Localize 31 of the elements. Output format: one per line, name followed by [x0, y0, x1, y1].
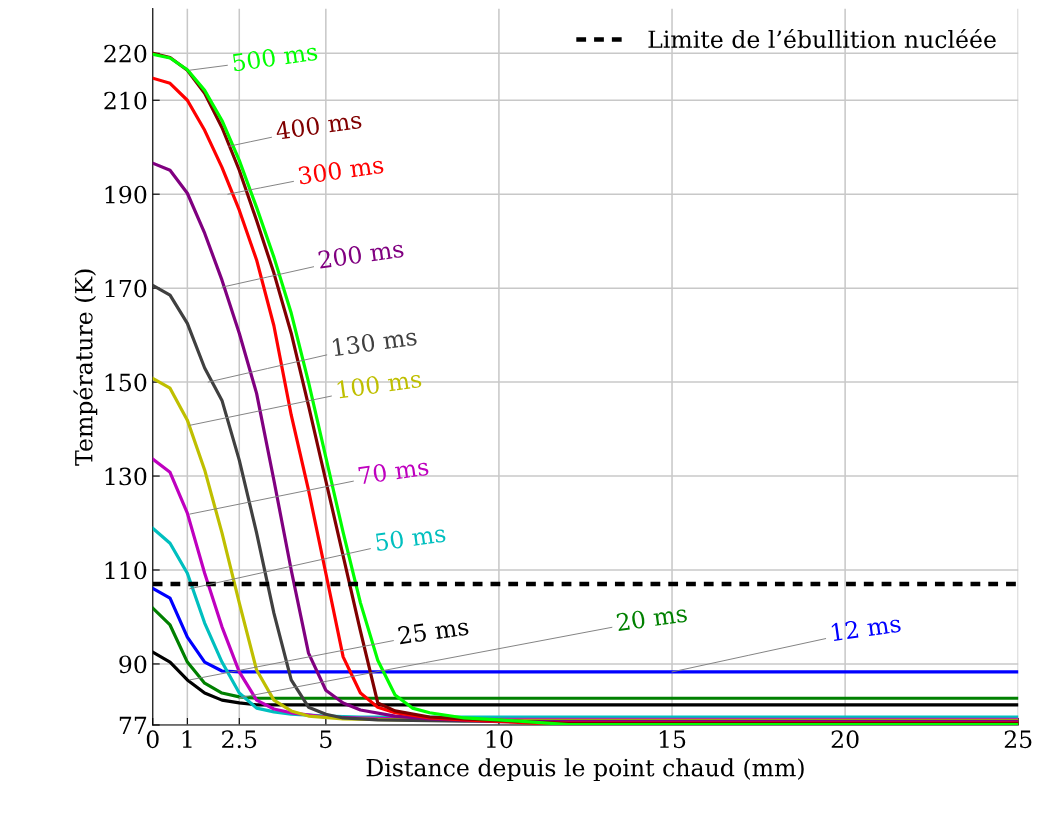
annotation: 500 ms — [232, 42, 318, 72]
legend-label: Limite de l’ébullition nucléée — [648, 28, 996, 49]
x-tick-label: 25 — [1004, 730, 1032, 749]
annotation: 400 ms — [275, 110, 362, 140]
annotation: 12 ms — [831, 614, 902, 642]
y-tick-label: 190 — [105, 185, 147, 204]
x-tick-label: 0 — [146, 730, 159, 749]
annotation: 100 ms — [337, 369, 422, 399]
x-tick-label: 1 — [182, 730, 192, 748]
y-axis-title: Température (K) — [73, 269, 98, 466]
annotation: 130 ms — [332, 327, 418, 357]
y-tick-label: 130 — [105, 467, 147, 486]
y-tick-label: 150 — [105, 373, 147, 392]
x-tick-label: 10 — [486, 730, 513, 749]
x-tick-label: 15 — [659, 730, 686, 749]
x-tick-label: 2.5 — [222, 730, 257, 749]
annotation: 20 ms — [616, 604, 688, 632]
annotation: 50 ms — [375, 524, 446, 552]
annotation: 200 ms — [318, 239, 404, 269]
x-tick-label: 20 — [831, 730, 859, 749]
annotation: 25 ms — [397, 617, 469, 645]
y-tick-label: 220 — [104, 44, 147, 63]
y-tick-label: 77 — [119, 716, 147, 734]
y-tick-label: 90 — [119, 655, 147, 674]
y-tick-label: 170 — [105, 279, 147, 298]
y-tick-label: 210 — [104, 91, 147, 110]
annotation: 300 ms — [298, 155, 384, 185]
annotation: 70 ms — [358, 457, 429, 485]
y-tick-label: 110 — [105, 561, 147, 580]
x-tick-label: 5 — [320, 730, 332, 749]
x-axis-title: Distance depuis le point chaud (mm) — [366, 758, 804, 782]
